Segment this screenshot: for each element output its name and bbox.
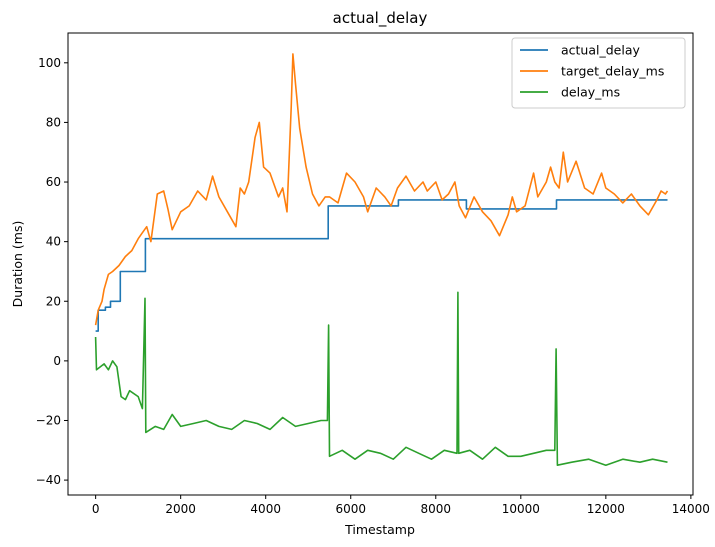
x-tick-label: 0 (92, 502, 100, 516)
y-tick-label: 100 (38, 56, 61, 70)
legend-label-delay-ms: delay_ms (561, 85, 620, 100)
x-tick-label: 2000 (165, 502, 196, 516)
x-axis: 0 2000 4000 6000 8000 10000 12000 14000 (92, 495, 710, 516)
y-tick-label: 20 (46, 294, 61, 308)
series-line-target-delay-ms (94, 53, 669, 326)
y-tick-label: 40 (46, 235, 61, 249)
series-line-delay-ms (94, 291, 668, 466)
y-axis-label: Duration (ms) (10, 221, 25, 308)
x-tick-label: 6000 (335, 502, 366, 516)
x-tick-label: 4000 (250, 502, 281, 516)
chart-title: actual_delay (333, 9, 428, 28)
y-axis: −40 −20 0 20 40 60 80 100 (36, 56, 68, 487)
legend: actual_delay target_delay_ms delay_ms (511, 37, 686, 109)
plot-frame (67, 32, 694, 496)
legend-label-target-delay-ms: target_delay_ms (561, 64, 664, 79)
x-axis-label: Timestamp (344, 522, 415, 537)
legend-frame (511, 37, 686, 109)
x-tick-label: 10000 (502, 502, 540, 516)
y-tick-label: −40 (36, 473, 61, 487)
legend-label-actual-delay: actual_delay (561, 43, 640, 58)
y-tick-label: 60 (46, 175, 61, 189)
y-tick-label: 80 (46, 115, 61, 129)
x-tick-label: 8000 (420, 502, 451, 516)
y-tick-label: 0 (53, 354, 61, 368)
x-tick-label: 12000 (587, 502, 625, 516)
y-tick-label: −20 (36, 413, 61, 427)
x-tick-label: 14000 (672, 502, 710, 516)
series-line-actual-delay (95, 199, 668, 332)
plot-area (94, 53, 669, 466)
